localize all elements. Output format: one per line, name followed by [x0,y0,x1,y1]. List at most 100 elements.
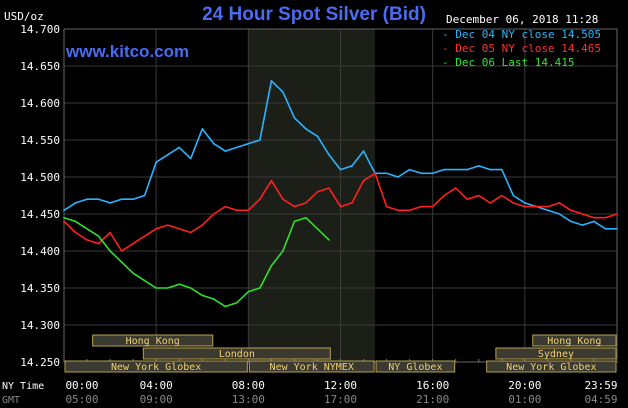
legend-label-dec06: Dec 06 Last 14.415 [455,56,575,69]
series-point-1 [362,179,365,182]
session-highlight [248,29,376,362]
y-tick-label: 14.300 [20,319,60,332]
x-tick-label-gmt: 13:00 [232,393,265,406]
series-point-1 [420,205,422,208]
series-point-0 [166,154,169,156]
market-bar-europe [142,347,331,360]
series-point-0 [477,165,480,167]
x-tick-label-gmt: 09:00 [140,393,173,406]
series-point-0 [155,161,157,163]
y-tick-label: 14.450 [20,208,60,221]
series-point-2 [316,228,319,230]
series-point-1 [143,235,146,237]
series-point-1 [166,224,169,226]
series-point-0 [316,135,319,138]
series-point-2 [282,250,284,252]
series-point-2 [212,298,215,300]
series-point-0 [282,91,284,93]
series-point-2 [63,216,65,219]
series-point-0 [189,157,192,160]
series-point-2 [178,283,181,286]
series-point-2 [293,220,296,223]
series-point-1 [178,228,181,230]
x-tick-label-ny: 08:00 [232,379,265,392]
series-point-0 [466,168,469,171]
series-point-0 [97,198,100,200]
market-bar-asia [532,334,617,347]
series-point-1 [259,198,261,200]
series-point-1 [593,216,595,219]
x-tick-label-ny: 04:00 [140,379,173,392]
series-point-2 [270,265,273,267]
series-point-0 [63,209,65,212]
series-point-1 [374,172,376,175]
series-point-0 [397,176,399,178]
series-point-1 [500,194,503,197]
series-point-1 [270,179,273,182]
series-point-1 [466,198,469,200]
market-bar-asia-label: Hong Kong [126,336,180,347]
market-bar-europe-label: London [219,349,255,360]
market-bar-ny [486,360,617,373]
market-bar-ny [64,360,248,373]
series-point-1 [189,231,192,234]
series-point-2 [166,287,169,289]
x-tick-label-ny: 16:00 [416,379,449,392]
legend-label-dec05: Dec 05 NY close 14.465 [455,42,601,55]
market-bar-europe-label: Sydney [538,349,574,360]
series-point-1 [120,250,123,252]
x-tick-label-ny: 23:59 [584,379,617,392]
series-point-2 [120,261,123,263]
series-point-0 [351,165,353,167]
y-tick-label: 14.500 [20,171,60,184]
series-point-0 [270,80,273,82]
series-point-2 [305,216,307,219]
y-tick-label: 14.350 [20,282,60,295]
series-line-2 [63,216,330,308]
series-point-1 [535,205,538,208]
series-point-0 [339,168,342,171]
x-tick-label-ny: 20:00 [508,379,541,392]
series-point-0 [212,142,215,145]
y-tick-label: 14.250 [20,356,60,369]
series-point-1 [247,209,250,212]
series-point-1 [316,191,319,193]
series-point-2 [97,235,100,237]
y-tick-label: 14.650 [20,60,60,73]
series-point-1 [86,239,88,241]
series-point-0 [224,150,227,152]
series-point-2 [74,220,77,223]
series-point-2 [259,287,261,289]
x-tick-label-ny: 12:00 [324,379,357,392]
series-point-2 [189,287,192,289]
series-point-1 [224,205,227,208]
series-point-0 [328,154,330,156]
series-point-0 [385,172,388,175]
series-point-0 [143,194,146,197]
series-point-1 [558,202,561,204]
series-point-1 [385,205,388,208]
market-bar-ny [248,360,375,373]
series-point-1 [97,242,100,245]
series-point-2 [247,290,250,293]
series-point-0 [524,202,526,204]
series-point-1 [397,209,399,212]
chart-timestamp: December 06, 2018 11:28 [446,13,599,26]
series-point-0 [500,168,503,171]
series-point-2 [132,272,134,275]
series-point-0 [305,128,307,130]
series-point-0 [408,168,411,171]
series-point-0 [604,228,607,230]
market-bar-ny-label: NY Globex [388,362,442,373]
series-point-2 [201,294,204,297]
series-point-0 [443,168,445,171]
legend-item-dec04: - Dec 04 NY close 14.505 [442,28,601,41]
series-point-1 [132,242,134,245]
series-point-0 [120,198,123,200]
series-point-0 [593,220,595,223]
series-point-1 [212,213,215,215]
x-tick-label-gmt: 21:00 [416,393,449,406]
legend-item-dec05: - Dec 05 NY close 14.465 [442,42,601,55]
series-point-1 [155,228,157,230]
